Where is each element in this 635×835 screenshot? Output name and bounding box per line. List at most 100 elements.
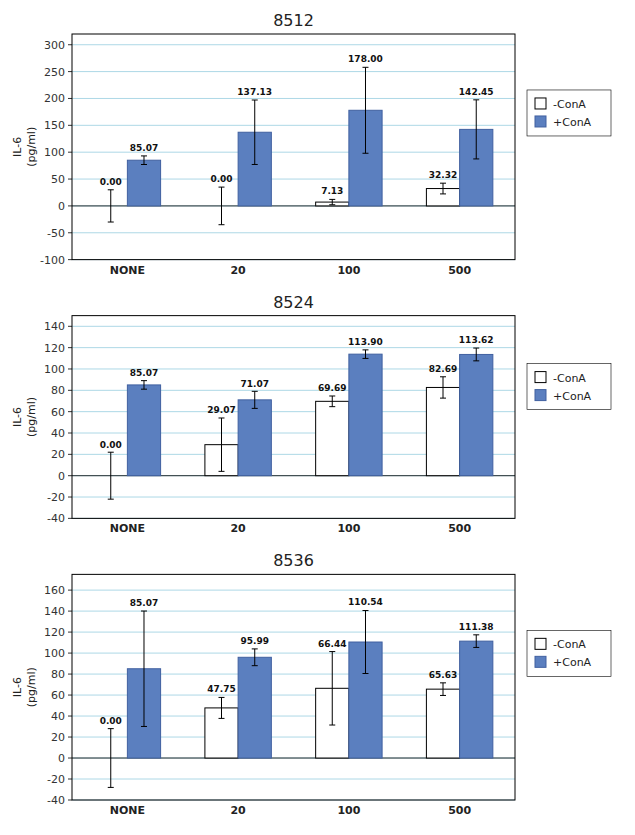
tick-label: 50 (51, 173, 65, 186)
tick-label: 200 (44, 92, 65, 105)
bar (426, 689, 459, 758)
legend-swatch (535, 372, 546, 383)
error-cap (141, 611, 147, 612)
data-label: 111.38 (459, 622, 494, 632)
error-cap (108, 787, 114, 788)
category-label: 20 (230, 522, 246, 535)
plot-frame (72, 34, 515, 260)
legend-label: +ConA (553, 656, 592, 669)
tick-label: 20 (51, 448, 65, 461)
error-cap (362, 610, 368, 611)
legend-label: +ConA (553, 390, 592, 403)
grid-line (72, 632, 515, 633)
error-stem (443, 683, 444, 696)
error-cap (329, 395, 335, 396)
error-bar (362, 611, 368, 674)
data-label: 113.90 (348, 337, 383, 347)
panel: 8512-100-50050100150200250300IL-6(pg/ml)… (11, 11, 611, 277)
error-bar (362, 67, 368, 153)
tick-label: 0 (58, 200, 65, 213)
error-stem (476, 348, 477, 361)
tick-mark (68, 152, 72, 153)
panel: 8536-40-20020406080100120140160IL-6(pg/m… (11, 551, 611, 817)
error-cap (108, 222, 114, 223)
error-cap (473, 158, 479, 159)
error-cap (362, 67, 368, 68)
error-stem (332, 396, 333, 407)
error-cap (252, 665, 258, 666)
error-cap (108, 499, 114, 500)
data-label: 85.07 (130, 143, 158, 153)
tick-mark (68, 758, 72, 759)
tick-label: 100 (44, 647, 65, 660)
chart-title: 8536 (273, 551, 314, 570)
error-bar (141, 611, 147, 726)
category-label: 500 (448, 522, 471, 535)
error-stem (254, 100, 255, 164)
data-label: 0.00 (100, 177, 122, 187)
bar (460, 641, 493, 758)
data-label: 113.62 (459, 335, 494, 345)
data-label: 82.69 (429, 364, 457, 374)
error-bar (141, 156, 147, 165)
axis-label-line: IL-6 (11, 407, 24, 427)
tick-label: 0 (58, 470, 65, 483)
tick-mark (68, 205, 72, 206)
error-bar (440, 377, 446, 398)
tick-label: 100 (44, 146, 65, 159)
grid-line (72, 497, 515, 498)
tick-label: 60 (51, 689, 65, 702)
tick-mark (68, 518, 72, 519)
tick-mark (68, 632, 72, 633)
error-stem (332, 652, 333, 725)
category-label: 500 (448, 804, 471, 817)
data-label: 178.00 (348, 54, 383, 64)
tick-label: 80 (51, 668, 65, 681)
legend-label: +ConA (553, 116, 592, 129)
tick-label: 0 (58, 752, 65, 765)
data-label: 65.63 (429, 670, 457, 680)
tick-label: 150 (44, 119, 65, 132)
error-stem (221, 697, 222, 718)
bar (316, 401, 349, 475)
grid-line (72, 590, 515, 591)
error-stem (443, 183, 444, 194)
legend-label: -ConA (553, 638, 586, 651)
error-stem (476, 635, 477, 648)
error-bar (329, 199, 335, 204)
tick-label: -100 (40, 254, 65, 267)
data-label: 110.54 (348, 597, 383, 607)
grid-line (72, 347, 515, 348)
error-stem (332, 199, 333, 204)
tick-mark (68, 411, 72, 412)
plot-marks (72, 67, 515, 224)
legend-frame (527, 90, 611, 136)
plot-frame (72, 316, 515, 519)
tick-label: 250 (44, 66, 65, 79)
tick-mark (68, 611, 72, 612)
category-label: NONE (110, 522, 145, 535)
data-label: 142.45 (459, 87, 494, 97)
legend-swatch (535, 390, 546, 401)
grid-line (72, 779, 515, 780)
error-stem (476, 100, 477, 159)
error-bar (219, 418, 225, 471)
error-stem (365, 611, 366, 674)
plot-marks (72, 348, 515, 499)
error-stem (443, 377, 444, 398)
tick-mark (68, 98, 72, 99)
bar (426, 387, 459, 475)
error-bar (473, 635, 479, 648)
tick-label: 60 (51, 406, 65, 419)
grid-line (72, 611, 515, 612)
tick-mark (68, 368, 72, 369)
error-cap (252, 100, 258, 101)
plot-frame (72, 574, 515, 800)
error-cap (219, 224, 225, 225)
legend-swatch (535, 638, 546, 649)
tick-mark (68, 326, 72, 327)
data-label: 47.75 (207, 684, 235, 694)
axis-label-line: (pg/ml) (25, 667, 38, 707)
grid-line (72, 71, 515, 72)
tick-mark (68, 653, 72, 654)
